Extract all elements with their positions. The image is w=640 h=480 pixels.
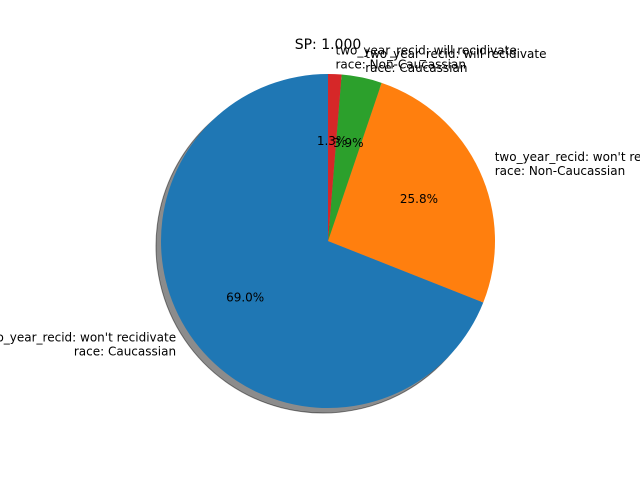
pie-slice-2 <box>328 74 382 241</box>
pie-outer-labels: two_year_recid: won't recidivate race: Ca… <box>0 43 640 358</box>
chart-title: SP: 1.000 <box>295 37 362 53</box>
pie-percent-label-2: 3.9% <box>333 136 364 150</box>
pie-slice-label-0: two_year_recid: won't recidivate race: Ca… <box>0 330 176 358</box>
pie-percent-label-1: 25.8% <box>400 192 438 206</box>
pie-slice-label-2: two_year_recid: will recidivate race: Cau… <box>365 47 546 75</box>
pie-slice-0 <box>161 74 484 408</box>
pie-percent-label-0: 69.0% <box>226 290 264 304</box>
pie-percent-labels: 69.0% 25.8% 3.9%1.3% <box>226 134 438 304</box>
pie-percent-label-3: 1.3% <box>317 134 348 148</box>
pie-slice-3 <box>328 74 342 241</box>
pie-slices <box>161 74 495 408</box>
pie-slice-label-3: two_year_recid: will recidivate race: Non… <box>336 43 517 71</box>
pie-slice-1 <box>328 82 495 303</box>
